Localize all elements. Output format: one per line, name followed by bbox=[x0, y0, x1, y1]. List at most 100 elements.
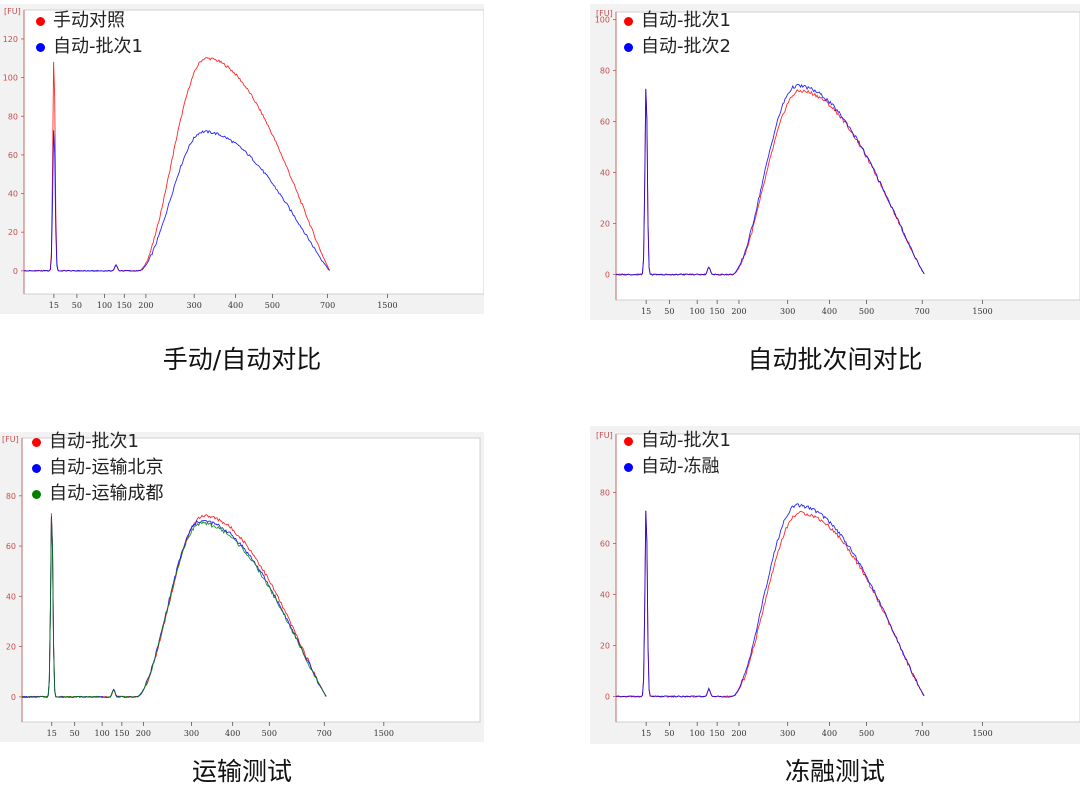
y-tick-label: 60 bbox=[6, 542, 16, 551]
legend-marker-icon bbox=[36, 42, 45, 52]
legend-marker-icon bbox=[624, 436, 633, 446]
series-line bbox=[21, 517, 327, 699]
x-tick-label: 150 bbox=[114, 729, 129, 738]
x-tick-label: 15 bbox=[47, 729, 57, 738]
x-tick-label: 700 bbox=[915, 307, 930, 316]
legend-label: 自动-批次1 bbox=[53, 36, 143, 57]
plot-area bbox=[21, 437, 481, 723]
y-tick-label: 40 bbox=[6, 592, 16, 601]
legend-item: 自动-运输北京 bbox=[32, 455, 164, 481]
chart-caption-4: 冻融测试 bbox=[784, 757, 885, 786]
legend-label: 自动-批次1 bbox=[49, 431, 139, 452]
y-tick-label: 80 bbox=[600, 489, 610, 498]
x-tick-label: 500 bbox=[262, 729, 277, 738]
chart-caption-2: 自动批次间对比 bbox=[747, 345, 923, 374]
legend-item: 自动-冻融 bbox=[624, 454, 731, 480]
x-tick-label: 700 bbox=[320, 301, 335, 310]
y-unit-label: [FU] bbox=[596, 9, 613, 18]
legend-marker-icon bbox=[32, 489, 41, 499]
y-tick-label: 0 bbox=[605, 693, 610, 702]
legend-3: 自动-批次1 自动-运输北京自动-运输成都 bbox=[32, 429, 164, 507]
chart-panel-2: [FU] 0 20 40 60 80 100 15 50 100 150 200 300 400 500 70… bbox=[590, 4, 1080, 320]
legend-label: 手动对照 bbox=[53, 10, 125, 31]
x-tick-label: 500 bbox=[265, 301, 280, 310]
chart-svg-2: [FU] 0 20 40 60 80 100 15 50 100 150 200 300 400 500 70… bbox=[595, 9, 1080, 316]
plot-area bbox=[615, 433, 1080, 723]
x-tick-label: 100 bbox=[690, 307, 705, 316]
y-unit-label: [FU] bbox=[4, 7, 21, 16]
legend-item: 自动-批次1 bbox=[32, 429, 164, 455]
x-tick-label: 200 bbox=[138, 301, 153, 310]
x-tick-label: 1500 bbox=[972, 729, 992, 738]
legend-label: 自动-批次1 bbox=[641, 10, 731, 31]
chart-caption-3: 运输测试 bbox=[191, 757, 292, 786]
y-tick-label: 60 bbox=[600, 118, 610, 127]
x-tick-label: 15 bbox=[641, 307, 651, 316]
x-tick-label: 200 bbox=[731, 307, 746, 316]
x-tick-label: 50 bbox=[664, 307, 674, 316]
x-tick-label: 100 bbox=[690, 729, 705, 738]
chart-caption-1: 手动/自动对比 bbox=[162, 345, 322, 374]
y-tick-label: 40 bbox=[600, 169, 610, 178]
x-tick-label: 300 bbox=[184, 729, 199, 738]
x-tick-label: 150 bbox=[710, 307, 725, 316]
legend-1: 手动对照自动-批次1 bbox=[36, 8, 143, 60]
legend-4: 自动-批次1 自动-冻融 bbox=[624, 428, 731, 480]
y-tick-label: 20 bbox=[8, 228, 18, 237]
x-tick-label: 300 bbox=[780, 307, 795, 316]
y-unit-label: [FU] bbox=[596, 431, 613, 440]
legend-2: 自动-批次1 自动-批次2 bbox=[624, 8, 731, 60]
x-tick-label: 50 bbox=[72, 301, 82, 310]
chart-panel-1: [FU] 0 20 40 60 80 100 120 15 50 100 150 200 300 400 50… bbox=[0, 4, 484, 314]
x-tick-label: 200 bbox=[136, 729, 151, 738]
x-tick-label: 400 bbox=[225, 729, 240, 738]
legend-item: 自动-批次1 bbox=[624, 8, 731, 34]
x-tick-label: 700 bbox=[317, 729, 332, 738]
legend-marker-icon bbox=[32, 463, 41, 473]
plot-area bbox=[615, 11, 1080, 301]
y-tick-label: 0 bbox=[13, 267, 18, 276]
legend-marker-icon bbox=[36, 16, 45, 26]
x-tick-label: 500 bbox=[859, 307, 874, 316]
legend-item: 自动-批次1 bbox=[36, 34, 143, 60]
x-tick-label: 300 bbox=[780, 729, 795, 738]
x-tick-label: 400 bbox=[228, 301, 243, 310]
y-tick-label: 60 bbox=[600, 540, 610, 549]
y-tick-label: 100 bbox=[3, 74, 18, 83]
x-tick-label: 200 bbox=[731, 729, 746, 738]
y-tick-label: 20 bbox=[600, 220, 610, 229]
legend-marker-icon bbox=[32, 437, 41, 447]
y-tick-label: 20 bbox=[600, 642, 610, 651]
legend-label: 自动-运输北京 bbox=[49, 457, 164, 478]
x-tick-label: 150 bbox=[117, 301, 132, 310]
y-unit-label: [FU] bbox=[2, 435, 19, 444]
x-tick-label: 400 bbox=[822, 307, 837, 316]
y-tick-label: 0 bbox=[11, 693, 16, 702]
plot-area bbox=[23, 9, 484, 295]
y-tick-label: 80 bbox=[600, 67, 610, 76]
x-tick-label: 300 bbox=[187, 301, 202, 310]
legend-label: 自动-批次1 bbox=[641, 430, 731, 451]
legend-marker-icon bbox=[624, 462, 633, 472]
chart-svg-3: [FU] 0 20 40 60 80 15 50 100 150 200 300 400 500 700 15… bbox=[2, 435, 481, 738]
x-tick-label: 1500 bbox=[972, 307, 992, 316]
x-tick-label: 50 bbox=[664, 729, 674, 738]
series-line bbox=[616, 503, 925, 698]
legend-item: 自动-批次2 bbox=[624, 34, 731, 60]
x-tick-label: 700 bbox=[915, 729, 930, 738]
y-tick-label: 40 bbox=[8, 190, 18, 199]
y-tick-label: 120 bbox=[3, 35, 18, 44]
x-tick-label: 100 bbox=[97, 301, 112, 310]
y-tick-label: 80 bbox=[6, 492, 16, 501]
y-tick-label: 20 bbox=[6, 643, 16, 652]
y-tick-label: 80 bbox=[8, 112, 18, 121]
legend-marker-icon bbox=[624, 42, 633, 52]
legend-item: 自动-运输成都 bbox=[32, 481, 164, 507]
x-tick-label: 50 bbox=[70, 729, 80, 738]
legend-label: 自动-批次2 bbox=[641, 36, 731, 57]
x-tick-label: 1500 bbox=[377, 301, 397, 310]
x-tick-label: 150 bbox=[710, 729, 725, 738]
y-tick-label: 100 bbox=[595, 16, 610, 25]
y-tick-label: 40 bbox=[600, 591, 610, 600]
legend-label: 自动-冻融 bbox=[641, 456, 720, 477]
